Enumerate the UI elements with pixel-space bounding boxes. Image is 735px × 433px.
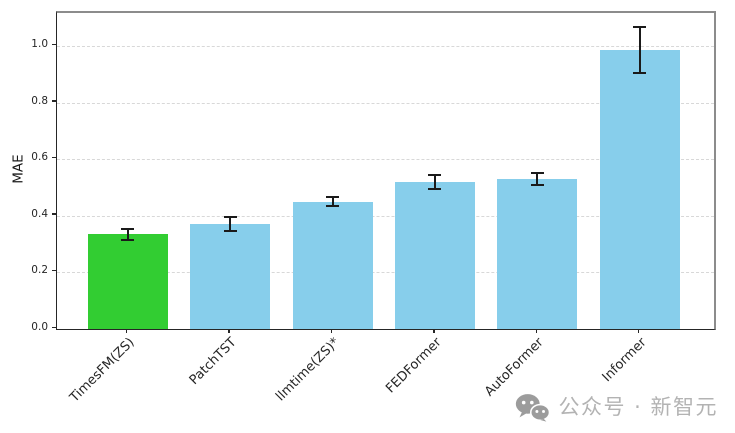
error-bar-cap-bottom <box>428 187 442 190</box>
gridline-y-0.8 <box>57 102 714 104</box>
y-tick-label: 1.0 <box>31 38 48 51</box>
error-bar-line <box>331 196 334 208</box>
bar-TimesFM(ZS) <box>87 234 168 329</box>
error-bar-cap-top <box>121 227 135 230</box>
error-bar-cap-bottom <box>326 205 339 208</box>
error-bar-Informer <box>633 26 647 75</box>
bar-PatchTST <box>190 223 271 329</box>
watermark: 公众号 · 新智元 <box>515 393 718 422</box>
error-bar-line <box>638 26 641 75</box>
gridline-y-0.4 <box>57 215 714 217</box>
x-tick-mark <box>638 328 640 333</box>
error-bar-TimesFM(ZS) <box>121 227 135 241</box>
error-bar-line <box>536 171 539 187</box>
error-bar-PatchTST <box>223 215 237 232</box>
x-tick-mark <box>330 328 333 333</box>
bar-Informer <box>599 50 680 329</box>
y-tick-mark <box>52 326 56 328</box>
y-tick-mark <box>52 269 56 272</box>
error-bar-cap-bottom <box>530 184 544 187</box>
x-tick-mark <box>228 328 230 333</box>
y-tick-label: 0.6 <box>31 151 48 164</box>
y-axis-label-strip: MAE <box>0 11 38 327</box>
error-bar-cap-top <box>223 215 237 218</box>
y-tick-mark <box>52 156 56 159</box>
error-bar-line <box>229 215 232 232</box>
error-bar-cap-bottom <box>121 238 135 241</box>
y-tick-label: 0.0 <box>31 321 48 333</box>
y-tick-mark <box>52 43 56 45</box>
y-tick-mark <box>52 100 56 102</box>
y-tick-label: 0.8 <box>31 94 48 107</box>
gridline-y-0.6 <box>57 159 714 161</box>
gridline-y-1 <box>57 46 714 48</box>
error-bar-cap-bottom <box>223 229 237 232</box>
error-bar-line <box>126 227 129 241</box>
error-bar-line <box>433 174 436 190</box>
error-bar-cap-top <box>530 171 544 174</box>
x-tick-mark <box>433 328 435 333</box>
x-tick-mark <box>126 328 128 333</box>
x-tick-mark <box>535 328 537 333</box>
error-bar-cap-top <box>428 174 442 177</box>
y-tick-mark <box>52 213 56 215</box>
error-bar-AutoFormer <box>530 171 544 187</box>
y-tick-label: 0.4 <box>31 207 48 220</box>
y-tick-label: 0.2 <box>31 264 48 277</box>
watermark-text: 公众号 · 新智元 <box>558 395 718 419</box>
bar-AutoFormer <box>497 179 578 329</box>
wechat-icon <box>516 394 550 422</box>
bar-FEDFormer <box>394 181 475 329</box>
gridline-y-0.2 <box>57 272 714 274</box>
plot-area <box>56 11 716 330</box>
error-bar-FEDFormer <box>428 174 442 190</box>
error-bar-llmtime(ZS)* <box>326 196 339 208</box>
error-bar-cap-top <box>326 196 339 199</box>
x-tick-label-TimesFM(ZS): TimesFM(ZS) <box>66 335 138 406</box>
bar-llmtime(ZS)* <box>292 201 373 329</box>
error-bar-cap-bottom <box>633 72 647 75</box>
error-bar-cap-top <box>633 26 647 29</box>
